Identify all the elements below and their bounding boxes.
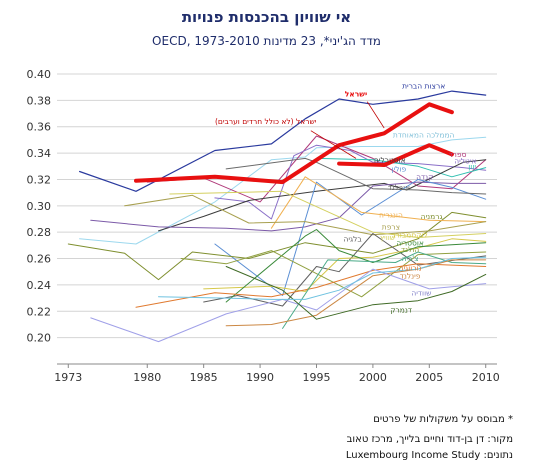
x-tick-label: 1995 bbox=[302, 371, 330, 384]
series-line bbox=[90, 268, 487, 343]
x-tick-label: 1985 bbox=[190, 371, 218, 384]
series-label: שוויץ bbox=[380, 233, 395, 242]
data-source-note: נתונים: Luxembourg Income Study bbox=[345, 450, 513, 461]
series-line bbox=[180, 250, 487, 298]
source-note: מקור: דן בן-דוד וחיים בלייך, מרכז טאוב bbox=[346, 434, 513, 445]
y-tick-label: 0.28 bbox=[27, 226, 52, 239]
y-tick-label: 0.30 bbox=[27, 200, 52, 213]
series-label: שוודיה bbox=[411, 288, 431, 297]
series-line bbox=[225, 229, 487, 303]
series-label: פינלנד bbox=[400, 271, 421, 280]
y-tick-label: 0.38 bbox=[27, 94, 52, 107]
series-label: אוסטרליה bbox=[374, 155, 406, 164]
series-line bbox=[134, 102, 454, 185]
series-label: דנמרק bbox=[390, 306, 412, 315]
series-line bbox=[203, 238, 487, 292]
series-line bbox=[90, 181, 487, 232]
y-tick-label: 0.36 bbox=[27, 121, 52, 134]
series-line bbox=[214, 179, 487, 296]
x-tick-label: 1990 bbox=[246, 371, 274, 384]
series-line bbox=[135, 263, 487, 308]
series-label: הונגריה bbox=[379, 211, 403, 220]
x-tick-label: 2005 bbox=[415, 371, 443, 384]
series-label: נורווגיה bbox=[399, 263, 422, 272]
footnote: * מבוסס על משקולות של פרטים bbox=[373, 414, 513, 425]
series-line bbox=[158, 256, 487, 300]
series-line bbox=[124, 194, 487, 236]
y-tick-label: 0.32 bbox=[27, 173, 52, 186]
series-label: ישראל (לא כולל חרדים וערבים) bbox=[215, 117, 317, 126]
series-label: לוקסמבורג bbox=[392, 230, 427, 239]
series-label: הולנד bbox=[401, 245, 419, 254]
series-label: צ'כיה bbox=[402, 254, 419, 263]
series-label: בלגיה bbox=[343, 234, 362, 243]
chart-subtitle: מדד הג'יני*, 23 מדינות OECD, 1973-2010 bbox=[152, 34, 381, 48]
x-tick-label: 2000 bbox=[359, 371, 387, 384]
y-tick-label: 0.20 bbox=[27, 332, 52, 345]
chart-title: אי שוויון בהכנסות פנויות bbox=[181, 8, 352, 26]
series-label: צרפת bbox=[382, 223, 400, 232]
series-line bbox=[67, 211, 487, 281]
series-line bbox=[225, 157, 487, 195]
series-line bbox=[316, 157, 487, 178]
series-label: קנדה bbox=[416, 172, 433, 181]
series-label: איטליה bbox=[454, 157, 476, 166]
series-line bbox=[270, 176, 487, 229]
y-tick-label: 0.40 bbox=[27, 68, 52, 81]
x-tick-label: 1973 bbox=[54, 371, 82, 384]
series-line bbox=[225, 266, 487, 320]
series-line bbox=[337, 143, 454, 167]
y-tick-label: 0.22 bbox=[27, 305, 52, 318]
series-label: ישראל bbox=[345, 89, 367, 98]
x-tick-label: 2010 bbox=[472, 371, 500, 384]
series-label: פולין bbox=[391, 165, 406, 174]
series-label: הממלכה המאוחדת bbox=[393, 130, 455, 139]
series-line bbox=[282, 251, 487, 329]
label-pointer bbox=[310, 130, 357, 159]
series-line bbox=[169, 190, 487, 238]
series-line bbox=[158, 159, 487, 232]
series-line bbox=[214, 144, 487, 220]
series-label: ארצות הברית bbox=[402, 82, 445, 91]
x-tick-label: 1980 bbox=[133, 371, 161, 384]
series-line bbox=[225, 259, 487, 327]
series-label: אוסטריה bbox=[396, 238, 424, 247]
series-label: אירלנד bbox=[388, 183, 410, 192]
series-line bbox=[146, 135, 487, 203]
series-label: יוון bbox=[468, 162, 476, 171]
series-label: ספרד bbox=[449, 150, 467, 159]
y-tick-label: 0.24 bbox=[27, 279, 52, 292]
label-pointer bbox=[366, 101, 385, 129]
y-tick-label: 0.34 bbox=[27, 147, 52, 160]
y-tick-label: 0.26 bbox=[27, 253, 52, 266]
series-line bbox=[78, 90, 487, 192]
series-line bbox=[79, 136, 487, 245]
series-label: גרמניה bbox=[421, 212, 443, 221]
